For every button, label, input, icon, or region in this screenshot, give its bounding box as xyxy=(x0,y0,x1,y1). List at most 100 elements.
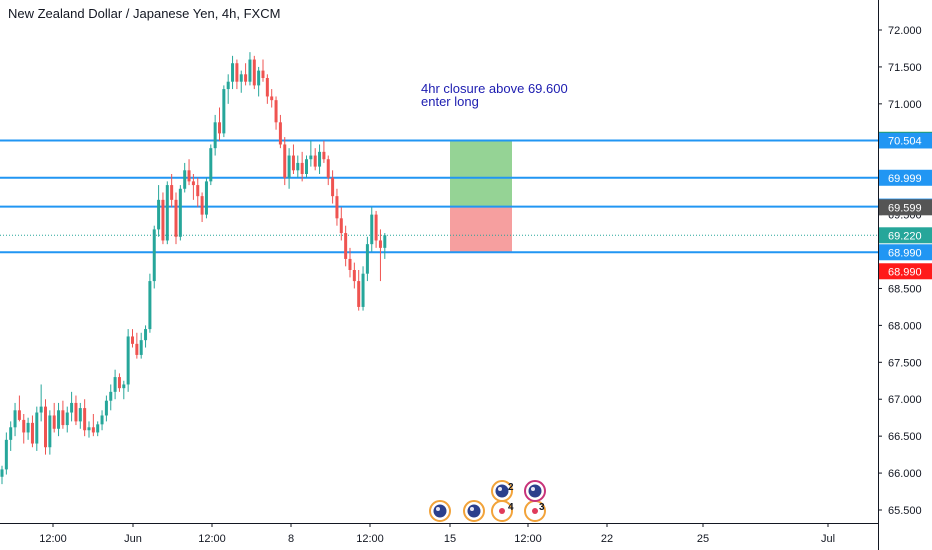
candle-body xyxy=(257,70,261,86)
event-badge-dot xyxy=(532,508,538,514)
event-badge-count: 4 xyxy=(508,502,514,513)
candle-body xyxy=(318,151,322,167)
price-tick-label: 65.500 xyxy=(888,505,922,517)
event-badge-count: 2 xyxy=(508,482,514,493)
candle-body xyxy=(9,427,13,440)
candle-body xyxy=(370,214,374,245)
level-price-tag-bg xyxy=(879,169,932,186)
level-price-tag-bg xyxy=(879,132,932,149)
current-price-tag: 69.220 xyxy=(888,230,922,242)
candle-body xyxy=(287,155,291,178)
trade-annotation: 4hr closure above 69.600 enter long xyxy=(421,82,568,108)
candle-body xyxy=(131,336,134,344)
candle-body xyxy=(196,185,200,197)
candle-body xyxy=(291,155,295,171)
candle-body xyxy=(187,170,191,182)
candle-body xyxy=(261,70,265,78)
candle-body xyxy=(157,199,161,230)
level-price-tag-bg xyxy=(879,244,932,261)
time-tick-label: 12:00 xyxy=(39,533,67,545)
candle-body xyxy=(70,402,74,413)
candle-body xyxy=(235,63,239,82)
stop-price-tag-bg xyxy=(879,263,932,280)
level-price-tag: 69.999 xyxy=(888,173,922,185)
candle-body xyxy=(91,427,95,433)
candle-body xyxy=(226,81,230,90)
candle-body xyxy=(209,148,213,182)
candle-body xyxy=(87,427,91,431)
event-badge-count: 3 xyxy=(539,502,545,513)
candle-body xyxy=(0,469,4,477)
candle-body xyxy=(278,122,282,145)
candle-body xyxy=(61,410,65,426)
time-tick-label: 12:00 xyxy=(198,533,226,545)
candle-body xyxy=(35,412,39,444)
event-badge-dot xyxy=(499,508,505,514)
time-tick-label: 22 xyxy=(601,533,613,545)
candle-body xyxy=(39,406,43,413)
current-price-tag-bg xyxy=(879,227,932,244)
candle-body xyxy=(4,439,8,470)
time-tick-label: 12:00 xyxy=(356,533,384,545)
candle-body xyxy=(339,218,343,234)
candle-body xyxy=(357,281,361,307)
entry-price-tag-bg xyxy=(879,199,932,216)
candle-body xyxy=(283,144,287,178)
candle-body xyxy=(65,412,69,426)
candle-body xyxy=(48,415,52,448)
candle-body xyxy=(309,155,313,160)
price-tick-label: 71.000 xyxy=(888,99,922,111)
annotation-line-2: enter long xyxy=(421,94,479,109)
candle-body xyxy=(191,181,195,186)
candle-body xyxy=(270,96,274,101)
candle-body xyxy=(122,384,126,389)
candle-body xyxy=(135,343,139,355)
event-badge-flag-mark xyxy=(498,487,502,491)
candle-body xyxy=(239,74,243,82)
level-price-tag: 70.504 xyxy=(888,135,922,147)
candle-body xyxy=(231,63,235,82)
price-tick-label: 67.500 xyxy=(888,357,922,369)
candle-body xyxy=(218,122,221,134)
candle-body xyxy=(200,196,204,215)
candle-body xyxy=(378,240,382,248)
candle-body xyxy=(352,270,356,282)
candle-body xyxy=(252,59,256,86)
stop-price-tag: 68.990 xyxy=(888,266,922,278)
time-tick-label: 15 xyxy=(444,533,456,545)
candle-body xyxy=(57,410,61,429)
candle-body xyxy=(300,162,304,174)
candle-body xyxy=(44,406,47,448)
candle-body xyxy=(113,377,117,392)
candle-body xyxy=(148,281,152,330)
event-badge-flag-mark xyxy=(436,507,440,511)
candle-body xyxy=(174,199,178,237)
candle-body xyxy=(335,196,339,219)
stop-zone xyxy=(450,207,512,253)
candle-body xyxy=(248,59,252,82)
event-badge-flag-mark xyxy=(470,507,474,511)
candle-body xyxy=(144,329,148,341)
time-tick-label: Jun xyxy=(124,533,142,545)
candle-body xyxy=(383,235,387,248)
candle-body xyxy=(313,155,317,167)
time-tick-label: 25 xyxy=(697,533,709,545)
candle-body xyxy=(104,400,108,416)
candle-body xyxy=(361,273,365,307)
time-tick-label: Jul xyxy=(821,533,835,545)
candle-body xyxy=(96,424,100,433)
entry-price-tag: 69.599 xyxy=(888,202,922,214)
candle-body xyxy=(78,408,82,422)
candle-body xyxy=(213,122,217,149)
candle-body xyxy=(170,185,174,200)
candle-body xyxy=(178,188,182,237)
price-tick-label: 67.000 xyxy=(888,394,922,406)
candle-body xyxy=(100,415,104,425)
candle-body xyxy=(331,177,335,197)
time-tick-label: 12:00 xyxy=(514,533,542,545)
candle-body xyxy=(83,408,87,431)
candle-body xyxy=(365,244,369,274)
candle-body xyxy=(152,229,156,282)
candle-body xyxy=(17,410,21,420)
